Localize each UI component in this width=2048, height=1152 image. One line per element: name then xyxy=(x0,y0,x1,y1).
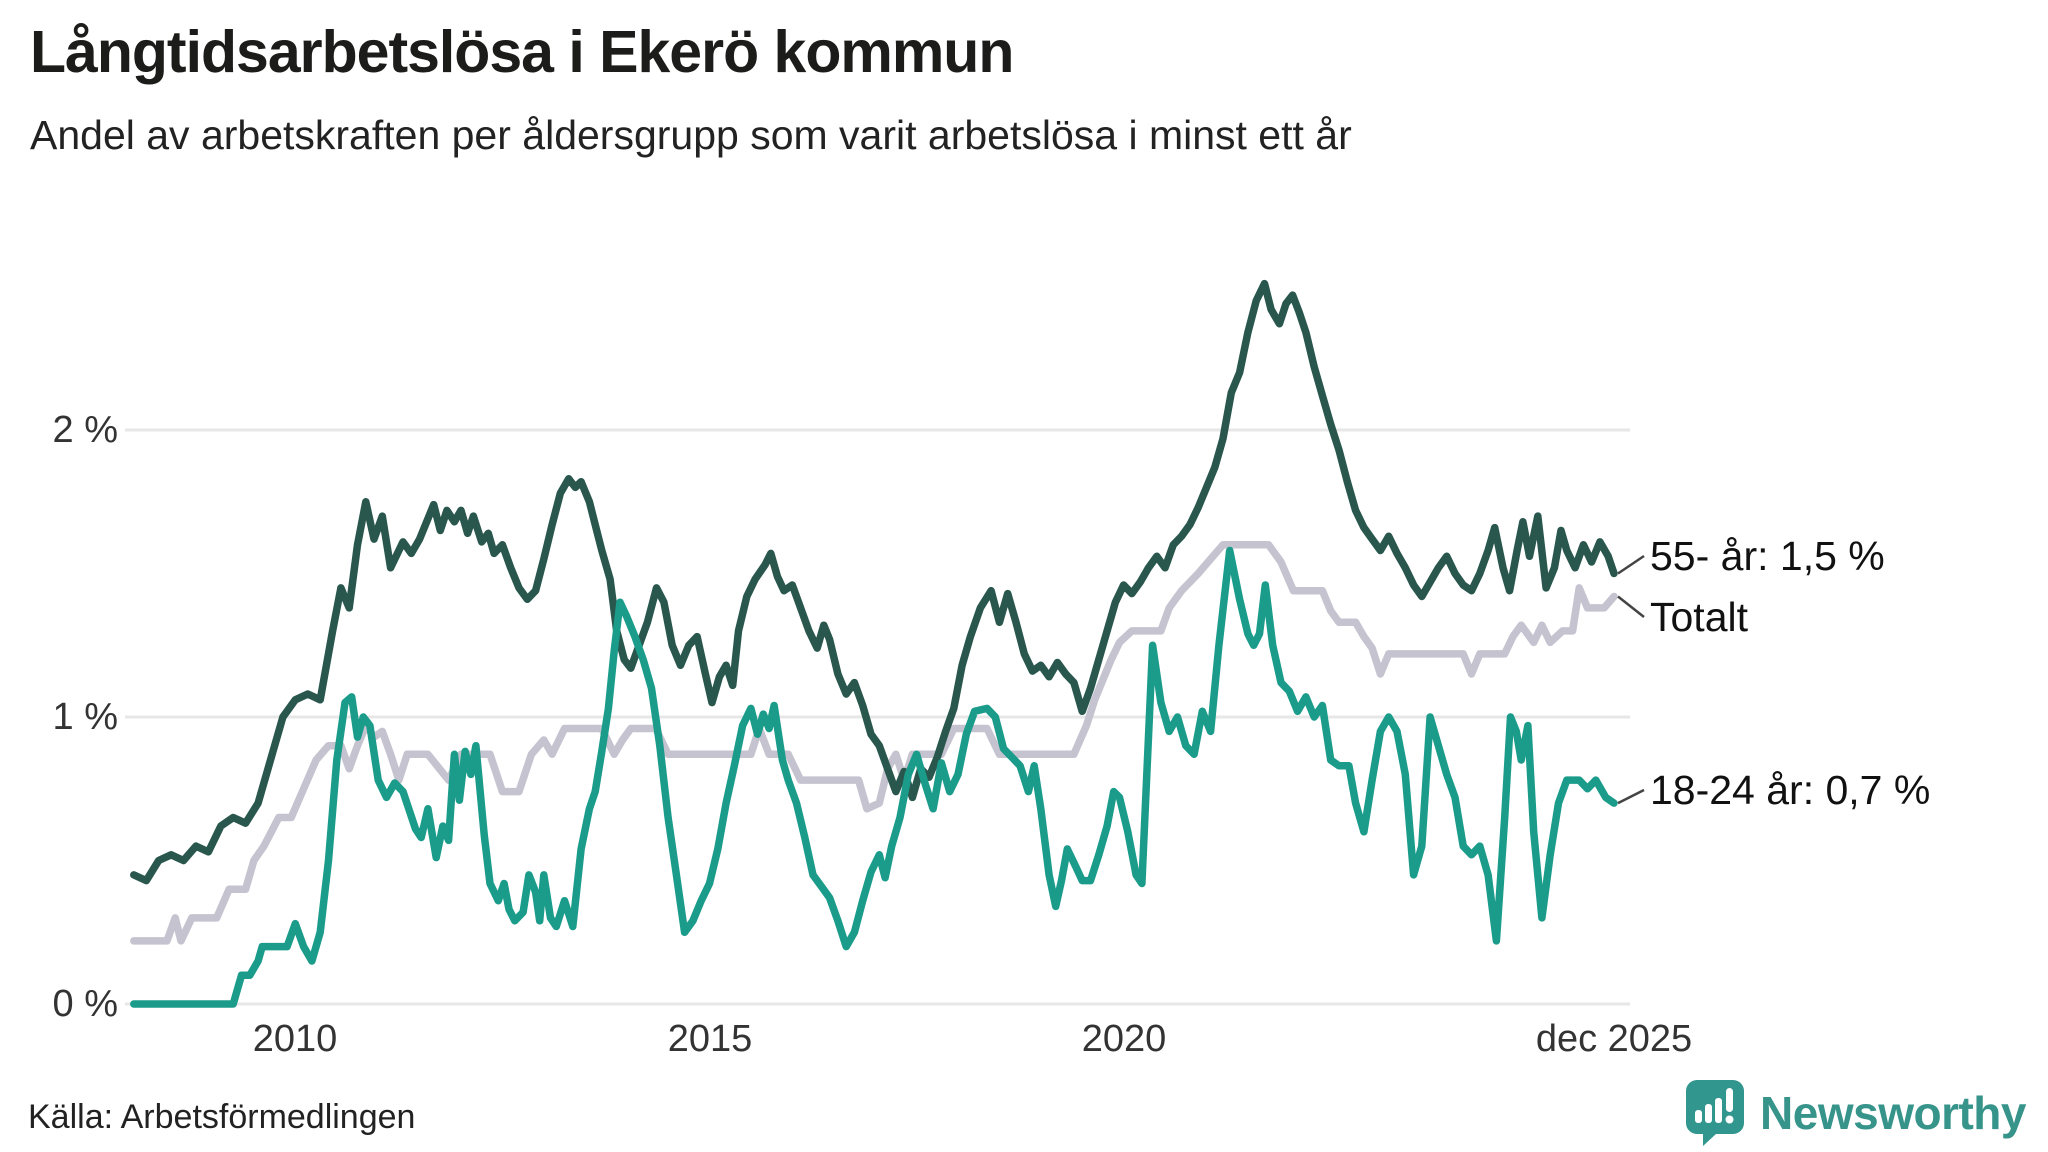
newsworthy-wordmark: Newsworthy xyxy=(1760,1087,2026,1139)
series-label-55-plus: 55- år: 1,5 % xyxy=(1650,533,1885,579)
x-axis-tick-dec-2025: dec 2025 xyxy=(1535,1018,1693,1060)
x-axis-tick-2020: 2020 xyxy=(1081,1018,1167,1060)
series-line-18-24-r xyxy=(130,546,1618,1008)
series-label-totalt: Totalt xyxy=(1650,594,1748,640)
page-subtitle: Andel av arbetskraften per åldersgrupp s… xyxy=(30,112,1352,158)
y-axis-tick-1pct: 1 % xyxy=(52,696,118,738)
newsworthy-logo-icon xyxy=(1686,1080,1745,1146)
source-caption: Källa: Arbetsförmedlingen xyxy=(28,1098,416,1136)
page-title: Långtidsarbetslösa i Ekerö kommun xyxy=(30,19,1014,85)
y-axis-tick-0pct: 0 % xyxy=(52,983,118,1025)
series-line-Totalt xyxy=(130,541,1618,945)
series-label-18-24: 18-24 år: 0,7 % xyxy=(1650,767,1931,813)
x-axis-tick-2010: 2010 xyxy=(252,1018,338,1060)
newsworthy-brand: Newsworthy xyxy=(1684,1080,2026,1146)
y-axis-tick-2pct: 2 % xyxy=(52,409,118,451)
series-line-55-r xyxy=(130,279,1618,885)
x-axis-tick-2015: 2015 xyxy=(667,1018,753,1060)
